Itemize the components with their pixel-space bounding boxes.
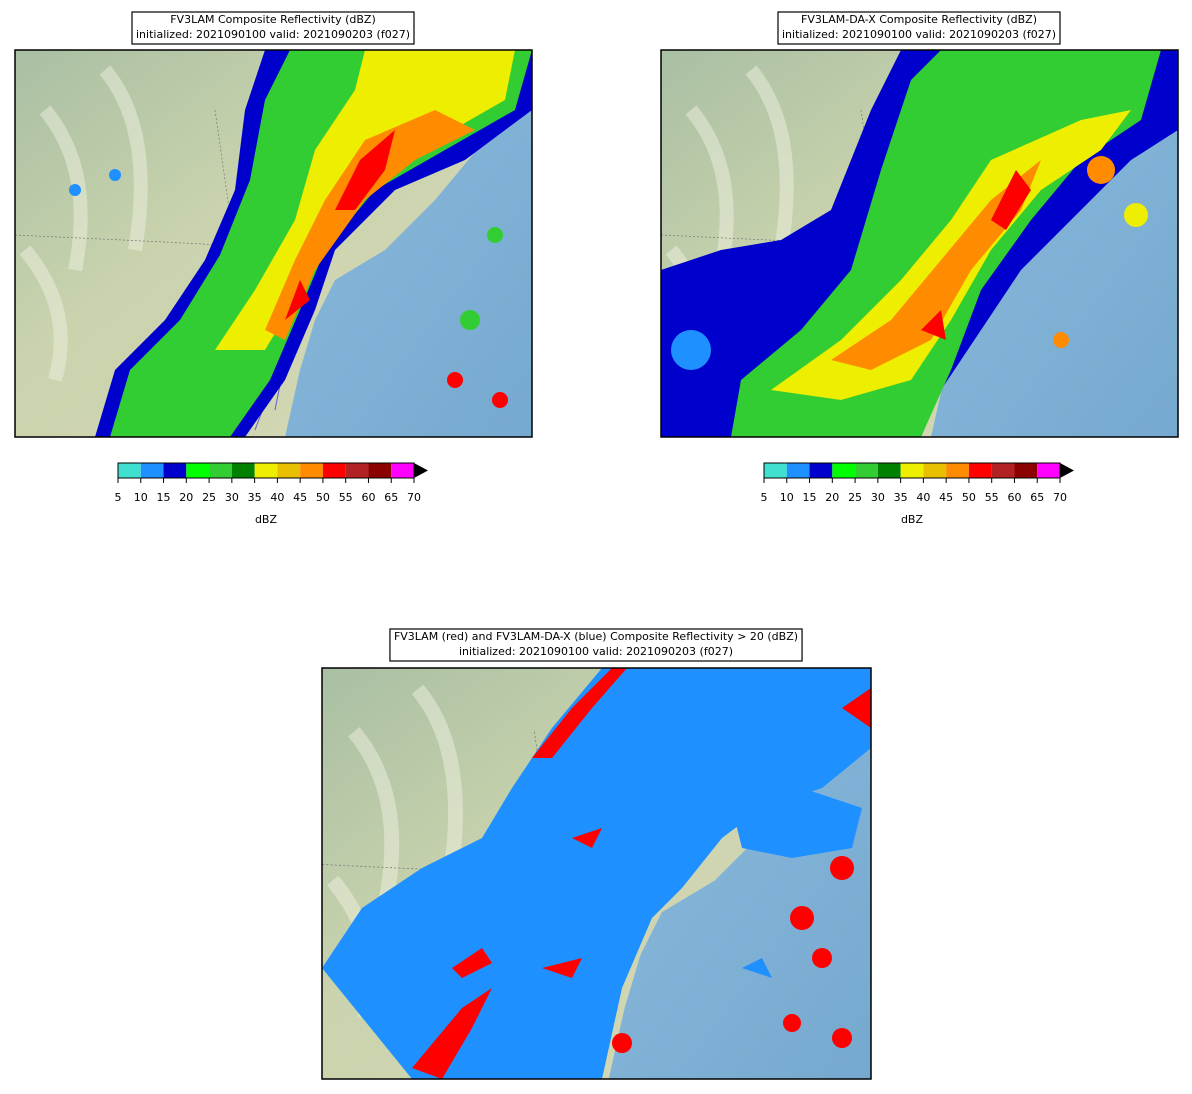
colorbar-segment xyxy=(231,463,255,478)
colorbar-segment xyxy=(900,463,924,478)
colorbar-tick-label: 70 xyxy=(407,491,421,504)
map-panel-1 xyxy=(14,49,533,438)
colorbar-segment xyxy=(877,463,901,478)
colorbar-segment xyxy=(368,463,392,478)
colorbar-segment xyxy=(1037,463,1060,478)
colorbar-tick-label: 5 xyxy=(115,491,122,504)
colorbar-tick-label: 45 xyxy=(293,491,307,504)
colorbar-tick-label: 40 xyxy=(270,491,284,504)
colorbar-extend xyxy=(1060,463,1074,478)
colorbar-segment xyxy=(855,463,878,478)
colorbar-segment xyxy=(786,463,810,478)
title-box xyxy=(389,628,803,662)
colorbar-tick-label: 60 xyxy=(1007,491,1021,504)
colorbar-segment xyxy=(254,463,278,478)
title-box xyxy=(131,11,415,45)
colorbar-tick-label: 30 xyxy=(871,491,885,504)
subtitle: initialized: 2021090100 valid: 202109020… xyxy=(782,28,1056,41)
colorbar-tick-label: 60 xyxy=(361,491,375,504)
colorbar-tick-label: 45 xyxy=(939,491,953,504)
colorbar-tick-label: 35 xyxy=(894,491,908,504)
subtitle: initialized: 2021090100 valid: 202109020… xyxy=(136,28,410,41)
colorbar-segment xyxy=(118,463,141,478)
panel-title: FV3LAM Composite Reflectivity (dBZ) initi… xyxy=(131,11,415,45)
colorbar-tick-label: 50 xyxy=(962,491,976,504)
colorbar-segment xyxy=(140,463,164,478)
map-panel-3 xyxy=(321,667,872,1080)
colorbar-tick-label: 40 xyxy=(916,491,930,504)
colorbar-extend xyxy=(414,463,428,478)
panel-title: FV3LAM (red) and FV3LAM-DA-X (blue) Comp… xyxy=(389,628,803,662)
title: FV3LAM Composite Reflectivity (dBZ) xyxy=(170,13,376,26)
colorbar-tick-label: 25 xyxy=(202,491,216,504)
colorbar-tick-label: 15 xyxy=(157,491,171,504)
title-box xyxy=(777,11,1061,45)
colorbar-tick-label: 65 xyxy=(1030,491,1044,504)
colorbar-segment xyxy=(163,463,187,478)
subtitle: initialized: 2021090100 valid: 202109020… xyxy=(459,645,733,658)
colorbar-segment xyxy=(1014,463,1038,478)
panel-title: FV3LAM-DA-X Composite Reflectivity (dBZ)… xyxy=(777,11,1061,45)
colorbar-segment xyxy=(277,463,301,478)
colorbar-tick-label: 5 xyxy=(761,491,768,504)
colorbar-segment xyxy=(186,463,210,478)
colorbar-segment xyxy=(832,463,856,478)
colorbar-label: dBZ xyxy=(901,513,924,526)
colorbar-segment xyxy=(991,463,1015,478)
colorbar-segment xyxy=(809,463,833,478)
colorbar-segment xyxy=(322,463,346,478)
colorbar-tick-label: 55 xyxy=(339,491,353,504)
colorbar-tick-label: 35 xyxy=(248,491,262,504)
colorbar-tick-label: 20 xyxy=(825,491,839,504)
colorbar-segment xyxy=(946,463,969,478)
colorbar-tick-label: 25 xyxy=(848,491,862,504)
map-frame xyxy=(660,49,1179,438)
map-frame xyxy=(321,667,872,1080)
colorbar-segment xyxy=(764,463,787,478)
colorbar-tick-label: 50 xyxy=(316,491,330,504)
map-panel-2 xyxy=(660,49,1179,438)
colorbar-tick-label: 10 xyxy=(780,491,794,504)
colorbar-frame xyxy=(763,462,1061,479)
title: FV3LAM (red) and FV3LAM-DA-X (blue) Comp… xyxy=(394,630,798,643)
colorbar-segment xyxy=(300,463,323,478)
colorbar-segment xyxy=(391,463,414,478)
colorbar-frame xyxy=(117,462,415,479)
colorbar-tick-label: 10 xyxy=(134,491,148,504)
colorbar-label: dBZ xyxy=(255,513,278,526)
title: FV3LAM-DA-X Composite Reflectivity (dBZ) xyxy=(801,13,1037,26)
colorbar-tick-label: 55 xyxy=(985,491,999,504)
map-frame xyxy=(14,49,533,438)
colorbar-segment xyxy=(923,463,947,478)
colorbar-tick-label: 20 xyxy=(179,491,193,504)
colorbar-tick-label: 65 xyxy=(384,491,398,504)
colorbar-segment xyxy=(968,463,992,478)
colorbar-tick-label: 30 xyxy=(225,491,239,504)
colorbar-tick-label: 15 xyxy=(803,491,817,504)
colorbar-tick-label: 70 xyxy=(1053,491,1067,504)
colorbar-segment xyxy=(345,463,369,478)
colorbar-segment xyxy=(209,463,232,478)
